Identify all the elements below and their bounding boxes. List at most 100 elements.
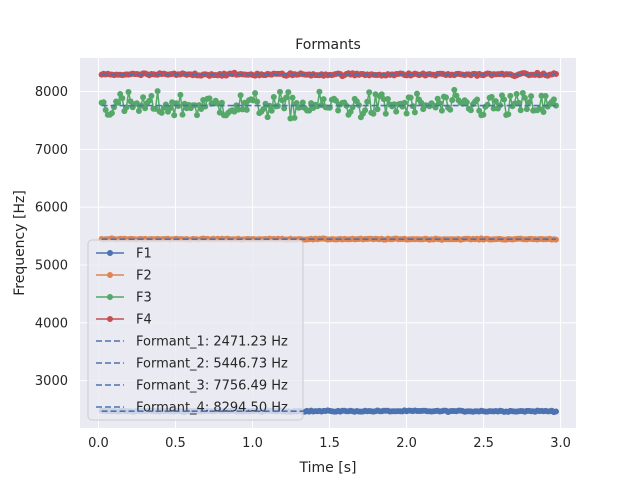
data-point (507, 92, 514, 99)
data-point (526, 99, 532, 106)
data-point (515, 99, 522, 106)
data-point (553, 236, 559, 243)
data-point (362, 107, 369, 114)
data-point (115, 99, 122, 106)
legend-marker (107, 250, 113, 256)
data-point (252, 90, 259, 97)
data-point (553, 408, 559, 415)
data-point (194, 112, 200, 119)
y-tick-label: 5000 (35, 258, 68, 273)
data-point (293, 100, 300, 106)
data-point (384, 96, 391, 102)
data-point (260, 106, 267, 112)
legend-marker (107, 272, 113, 278)
legend: F1 F2 F3 F4 Formant_1: 2471.23 Hz Formant_2: … (87, 239, 304, 421)
data-point (316, 88, 323, 95)
series-f3 (98, 86, 559, 122)
data-point (490, 105, 497, 112)
y-tick-label: 7000 (35, 143, 68, 158)
data-point (393, 108, 400, 115)
data-point (449, 97, 456, 104)
data-point (411, 109, 418, 116)
data-point (401, 99, 408, 106)
data-point (364, 98, 371, 105)
data-point (553, 71, 559, 77)
data-point (270, 94, 277, 100)
data-point (102, 107, 109, 113)
data-point (268, 107, 275, 114)
data-point (333, 97, 339, 104)
reference-lines (101, 73, 556, 412)
data-point (447, 106, 454, 113)
data-point (550, 96, 557, 103)
data-point (202, 103, 209, 110)
legend-label: F3 (136, 291, 152, 306)
data-point (146, 97, 153, 104)
x-tick-label: 1.5 (319, 436, 340, 451)
data-point (148, 92, 155, 99)
data-point (264, 114, 271, 121)
y-tick-labels: 3000 4000 5000 6000 7000 8000 (35, 85, 68, 389)
data-point (266, 102, 273, 109)
data-point (403, 110, 410, 117)
x-tick-label: 0.0 (88, 436, 109, 451)
data-point (505, 111, 512, 118)
x-tick-label: 0.5 (165, 436, 186, 451)
data-point (158, 109, 165, 116)
data-point (453, 92, 460, 99)
data-point (463, 99, 470, 106)
data-point (285, 89, 292, 96)
data-point (407, 94, 414, 101)
legend-marker (107, 316, 113, 322)
data-point (100, 99, 107, 106)
x-tick-label: 1.0 (242, 436, 263, 451)
legend-marker (107, 294, 113, 300)
data-point (484, 101, 491, 108)
data-point (140, 94, 147, 101)
legend-box (87, 239, 304, 421)
legend-label: F1 (136, 247, 152, 262)
data-point (501, 96, 508, 103)
data-point (237, 92, 244, 99)
x-tick-label: 2.5 (473, 436, 494, 451)
legend-label: Formant_3: 7756.49 Hz (136, 379, 288, 394)
data-point (291, 114, 298, 121)
data-point (378, 91, 385, 98)
data-point (521, 94, 528, 101)
data-point (320, 96, 327, 103)
data-point (517, 107, 524, 114)
data-point (277, 88, 283, 95)
data-point (523, 106, 530, 113)
data-point (283, 94, 290, 101)
data-point (299, 99, 306, 106)
data-point (154, 88, 161, 95)
legend-label: Formant_4: 8294.50 Hz (136, 401, 288, 416)
data-point (254, 98, 261, 105)
data-point (436, 100, 443, 107)
data-point (480, 111, 487, 118)
data-point (135, 108, 142, 114)
data-point (374, 106, 381, 113)
data-point (414, 90, 420, 97)
data-point (528, 93, 535, 100)
data-point (125, 89, 132, 95)
data-point (142, 105, 149, 112)
data-point (218, 99, 225, 106)
chart-title: Formants (295, 37, 361, 53)
y-tick-label: 8000 (35, 85, 68, 100)
data-point (492, 98, 499, 105)
data-point (243, 106, 250, 113)
data-point (108, 110, 115, 117)
data-point (476, 107, 483, 114)
data-point (443, 94, 449, 101)
data-point (434, 95, 441, 102)
data-point (536, 105, 543, 112)
x-tick-label: 2.0 (396, 436, 417, 451)
y-tick-label: 6000 (35, 201, 68, 216)
data-point (488, 93, 495, 100)
data-point (513, 91, 520, 97)
legend-label: Formant_2: 5446.73 Hz (136, 357, 288, 372)
data-point (127, 98, 134, 105)
data-point (281, 105, 288, 112)
